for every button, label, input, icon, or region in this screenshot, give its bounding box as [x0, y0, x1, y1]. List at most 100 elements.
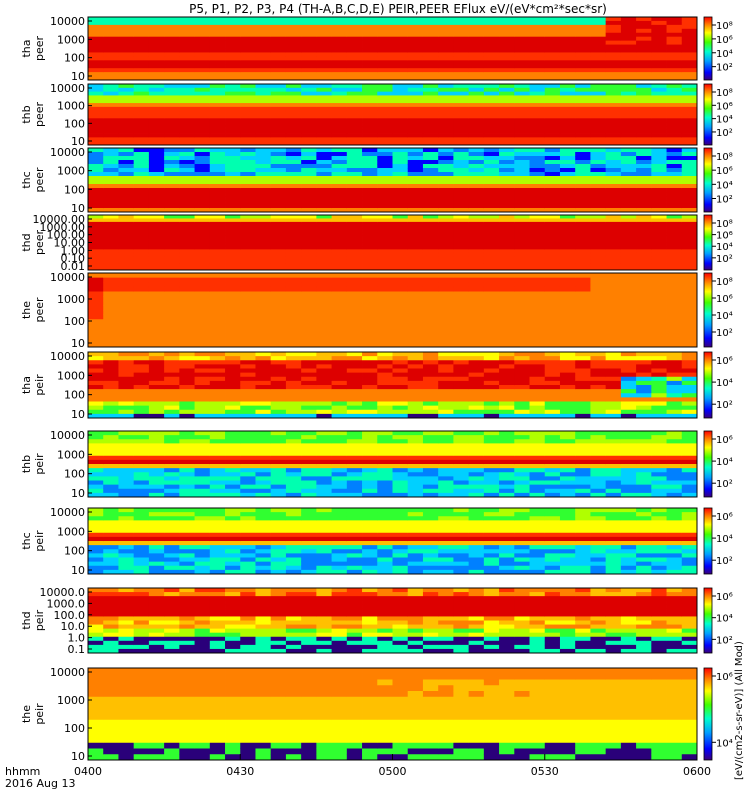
heatmap-cell	[483, 480, 500, 486]
heatmap-cell	[666, 447, 683, 453]
heatmap-cell	[468, 235, 485, 240]
heatmap-cell	[194, 184, 211, 189]
heatmap-cell	[377, 323, 393, 329]
heatmap-cell	[301, 512, 317, 517]
heatmap-cell	[620, 323, 637, 329]
heatmap-cell	[620, 249, 637, 254]
heatmap-cell	[225, 376, 241, 382]
heatmap-cell	[209, 87, 226, 93]
heatmap-cell	[270, 492, 287, 498]
heatmap-cell	[575, 249, 591, 254]
heatmap-cell	[499, 24, 515, 30]
heatmap-cell	[575, 459, 591, 465]
heatmap-cell	[255, 68, 272, 73]
heatmap-cell	[240, 476, 256, 481]
heatmap-cell	[681, 99, 698, 104]
heatmap-cell	[285, 451, 302, 457]
heatmap-cell	[362, 76, 378, 81]
heatmap-cell	[377, 225, 393, 230]
heatmap-cell	[438, 256, 454, 261]
heatmap-cell	[681, 28, 698, 34]
heatmap-cell	[499, 337, 515, 343]
heatmap-cell	[559, 476, 576, 481]
heatmap-cell	[209, 56, 226, 61]
heatmap-cell	[575, 476, 591, 481]
heatmap-cell	[225, 245, 241, 250]
heatmap-cell	[225, 282, 241, 288]
heatmap-cell	[362, 64, 378, 69]
heatmap-cell	[118, 76, 135, 81]
heatmap-cell	[453, 455, 470, 461]
heatmap-cell	[194, 282, 211, 288]
heatmap-cell	[392, 99, 409, 104]
heatmap-cell	[407, 76, 424, 81]
heatmap-cell	[179, 48, 195, 53]
heatmap-cell	[209, 342, 226, 348]
heatmap-cell	[118, 480, 135, 486]
heatmap-cell	[483, 305, 500, 311]
heatmap-cell	[270, 291, 287, 297]
heatmap-cell	[133, 221, 150, 226]
heatmap-cell	[164, 188, 180, 193]
heatmap-cell	[499, 48, 515, 53]
heatmap-cell	[179, 360, 195, 365]
heatmap-cell	[605, 184, 622, 189]
heatmap-cell	[575, 352, 591, 357]
heatmap-cell	[407, 228, 424, 233]
heatmap-cell	[285, 468, 302, 473]
heatmap-cell	[133, 228, 150, 233]
heatmap-cell	[225, 52, 241, 57]
heatmap-cell	[529, 431, 546, 436]
heatmap-cell	[620, 263, 637, 267]
heatmap-cell	[270, 553, 287, 558]
heatmap-cell	[194, 476, 211, 481]
heatmap-cell	[133, 95, 150, 100]
heatmap-cell	[620, 364, 637, 369]
heatmap-cell	[514, 413, 530, 419]
heatmap-cell	[529, 480, 546, 486]
heatmap-cell	[514, 356, 530, 361]
heatmap-cell	[666, 476, 683, 481]
heatmap-cell	[514, 401, 530, 407]
heatmap-cell	[225, 431, 241, 436]
heatmap-cell	[88, 160, 104, 165]
heatmap-cell	[255, 192, 272, 197]
heatmap-cell	[499, 129, 515, 134]
heatmap-cell	[681, 24, 698, 30]
heatmap-cell	[529, 225, 546, 230]
heatmap-cell	[499, 372, 515, 378]
heatmap-cell	[620, 56, 637, 61]
heatmap-cell	[666, 323, 683, 329]
heatmap-cell	[483, 122, 500, 127]
heatmap-cell	[240, 91, 256, 96]
heatmap-cell	[362, 561, 378, 567]
heatmap-cell	[422, 32, 439, 38]
heatmap-cell	[590, 259, 607, 264]
heatmap-cell	[651, 337, 667, 343]
heatmap-cell	[575, 129, 591, 134]
heatmap-cell	[118, 84, 135, 89]
heatmap-cell	[605, 464, 622, 469]
heatmap-cell	[499, 17, 515, 22]
heatmap-cell	[681, 122, 698, 127]
heatmap-cell	[438, 451, 454, 457]
heatmap-cell	[301, 76, 317, 81]
heatmap-cell	[483, 492, 500, 498]
heatmap-cell	[666, 480, 683, 486]
heatmap-cell	[438, 106, 454, 112]
heatmap-cell	[316, 549, 333, 554]
heatmap-cell	[575, 106, 591, 112]
heatmap-cell	[590, 488, 607, 494]
heatmap-cell	[529, 118, 546, 123]
heatmap-cell	[590, 277, 607, 283]
heatmap-cell	[514, 24, 530, 30]
heatmap-cell	[438, 52, 454, 57]
heatmap-cell	[575, 215, 591, 219]
heatmap-cell	[392, 528, 409, 534]
heatmap-cell	[362, 84, 378, 89]
heatmap-cell	[133, 282, 150, 288]
heatmap-cell	[225, 99, 241, 104]
heatmap-cell	[651, 125, 667, 131]
heatmap-cell	[225, 152, 241, 157]
heatmap-cell	[88, 168, 104, 173]
